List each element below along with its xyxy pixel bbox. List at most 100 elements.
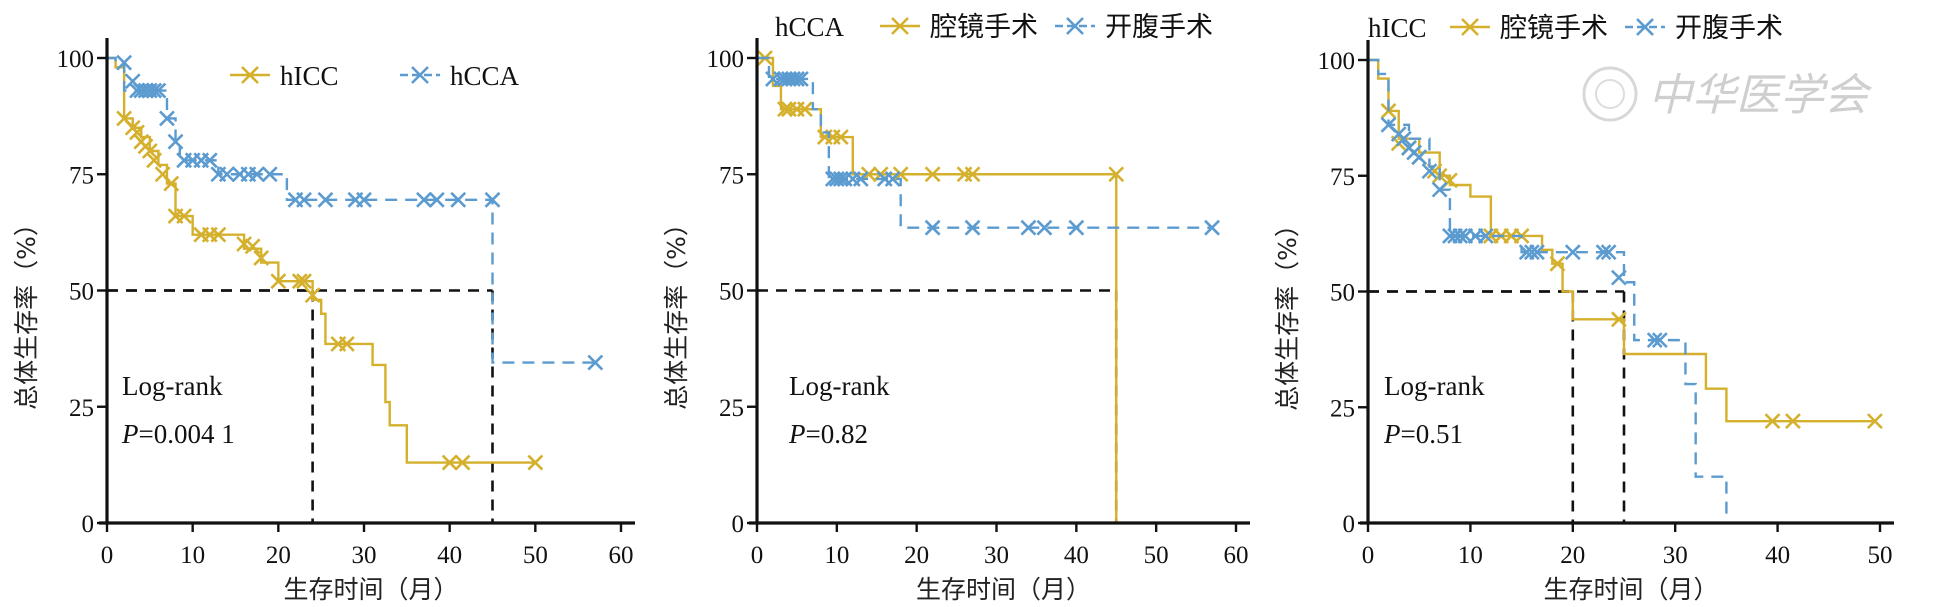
censor-mark — [291, 273, 308, 290]
x-tick-label: 10 — [1458, 542, 1483, 569]
censor-mark — [163, 175, 180, 192]
censor-mark — [587, 354, 604, 371]
censor-mark — [1529, 244, 1545, 261]
censor-mark — [1204, 219, 1220, 236]
censor-mark — [1549, 255, 1566, 272]
y-tick-label: 50 — [719, 279, 744, 306]
x-tick-label: 50 — [1868, 542, 1893, 569]
censor-mark — [1646, 332, 1663, 349]
censor-mark — [832, 170, 849, 187]
legend: hCCA 腔镜手术 开腹手术 — [775, 12, 1213, 42]
x-tick-label: 20 — [266, 542, 291, 569]
logrank-label: Log-rank — [789, 371, 890, 401]
legend: hICC 腔镜手术 开腹手术 — [1368, 13, 1783, 43]
censor-mark — [159, 110, 175, 127]
censor-mark — [1036, 219, 1053, 236]
y-tick-label: 25 — [69, 395, 94, 422]
censor-mark — [1651, 332, 1668, 349]
watermark-text: 中华医学会 — [1648, 70, 1872, 121]
legend-marker-icon — [891, 17, 909, 35]
censor-mark — [129, 124, 145, 141]
censor-mark — [1421, 163, 1438, 180]
logrank-label: Log-rank — [122, 371, 223, 401]
y-tick-label: 25 — [1330, 395, 1355, 422]
series-line-1 — [1368, 58, 1875, 423]
censor-mark — [852, 170, 869, 187]
legend-label: 腔镜手术 — [930, 12, 1038, 42]
censor-mark — [777, 101, 793, 118]
x-axis-label: 生存时间（月） — [1543, 575, 1718, 604]
legend-label: 开腹手术 — [1675, 13, 1783, 43]
censor-mark — [141, 143, 158, 159]
x-tick-label: 30 — [352, 542, 377, 569]
censor-mark — [450, 191, 467, 208]
censor-mark — [296, 273, 312, 290]
legend-marker-icon — [241, 66, 259, 84]
censor-mark — [1020, 219, 1037, 236]
censor-mark — [210, 226, 227, 243]
censor-mark — [150, 82, 167, 99]
x-tick-label: 0 — [101, 542, 114, 569]
censor-mark — [1108, 166, 1125, 183]
x-tick-label: 20 — [1560, 542, 1585, 569]
censor-mark — [1395, 130, 1412, 147]
p-value: P=0.82 — [788, 419, 868, 449]
censor-mark — [1068, 219, 1085, 236]
censor-mark — [964, 166, 981, 183]
x-tick-label: 0 — [1362, 542, 1375, 569]
logrank-label: Log-rank — [1384, 371, 1485, 401]
x-tick-label: 20 — [904, 542, 929, 569]
x-tick-label: 50 — [523, 542, 548, 569]
censor-mark — [1610, 269, 1627, 286]
x-tick-label: 40 — [437, 542, 462, 569]
legend-label: 腔镜手术 — [1500, 13, 1608, 43]
censor-mark — [924, 219, 941, 236]
censor-mark — [832, 129, 849, 145]
x-tick-label: 30 — [984, 542, 1009, 569]
y-tick-label: 100 — [707, 46, 745, 73]
y-tick-label: 75 — [1330, 164, 1355, 191]
censor-mark — [416, 191, 432, 208]
censor-mark — [356, 191, 372, 208]
censor-mark — [428, 191, 445, 208]
y-tick-label: 100 — [1318, 48, 1356, 75]
panel-title: hCCA — [775, 12, 845, 42]
censor-mark — [1452, 228, 1469, 244]
censor-mark — [146, 82, 163, 99]
y-axis-label: 总体生存率（%） — [1273, 212, 1302, 411]
x-tick-label: 10 — [824, 542, 849, 569]
x-tick-label: 60 — [609, 542, 634, 569]
legend-marker-icon — [411, 66, 429, 84]
censor-mark — [796, 101, 813, 118]
watermark: 中华医学会 — [1582, 66, 1872, 122]
censor-mark — [1600, 244, 1617, 261]
y-tick-label: 50 — [69, 279, 94, 306]
y-tick-label: 100 — [57, 46, 95, 73]
censor-mark — [248, 166, 265, 183]
censor-mark — [219, 166, 235, 183]
legend-marker-icon — [1066, 17, 1084, 35]
censor-mark — [253, 250, 270, 266]
x-tick-label: 40 — [1064, 542, 1089, 569]
censor-mark — [454, 454, 471, 471]
y-axis-label: 总体生存率（%） — [12, 211, 41, 410]
censor-mark — [296, 191, 312, 208]
censor-mark — [788, 71, 805, 87]
x-tick-label: 10 — [180, 542, 205, 569]
censor-mark — [1785, 413, 1801, 430]
legend-marker-icon — [1461, 18, 1479, 36]
censor-mark — [1411, 149, 1428, 166]
x-axis-label: 生存时间（月） — [916, 575, 1091, 604]
censor-mark — [884, 170, 901, 187]
censor-mark — [176, 208, 193, 225]
censor-mark — [116, 54, 133, 71]
km-panel-1: 0 10 20 30 40 50 60 0 25 50 75 100 生存时间（月） 总体生存率（%） Lo… — [12, 38, 635, 604]
censor-mark — [924, 166, 941, 183]
censor-mark — [441, 454, 458, 471]
y-tick-label: 25 — [719, 395, 744, 422]
censor-mark — [964, 219, 981, 236]
censor-mark — [1477, 228, 1494, 244]
y-tick-label: 0 — [1343, 511, 1356, 538]
legend: hICC hCCA — [230, 61, 520, 91]
